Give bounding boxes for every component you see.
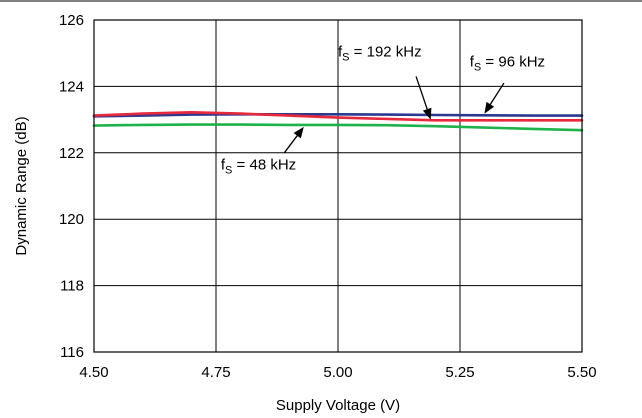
annotation-arrow-head-0 xyxy=(422,107,432,120)
plot-frame xyxy=(93,19,583,353)
x-tick-label: 5.50 xyxy=(567,364,596,381)
series-line-0 xyxy=(92,113,584,118)
annotation-arrow-shaft-2 xyxy=(283,135,298,154)
annotation-arrow-head-2 xyxy=(293,126,304,139)
y-tick-label: 120 xyxy=(59,211,84,228)
x-tick-label: 5.00 xyxy=(323,364,352,381)
y-tick-label: 124 xyxy=(59,78,84,95)
y-tick-labels: 116 118 120 122 124 126 xyxy=(59,12,84,361)
x-axis-label: Supply Voltage (V) xyxy=(276,397,400,414)
x-tick-label: 5.25 xyxy=(445,364,474,381)
x-tick-labels: 4.50 4.75 5.00 5.25 5.50 xyxy=(79,364,596,381)
y-tick-label: 116 xyxy=(60,344,84,361)
annotation-arrow-shaft-1 xyxy=(489,82,505,105)
series-lines xyxy=(92,111,584,132)
y-tick-label: 122 xyxy=(59,145,84,162)
y-axis-label: Dynamic Range (dB) xyxy=(13,116,30,255)
annotations: fS = 192 kHz fS = 96 kHz fS = 48 kHz xyxy=(221,44,545,177)
x-tick-label: 4.50 xyxy=(79,364,108,381)
x-tick-label: 4.75 xyxy=(201,364,230,381)
series-line-2 xyxy=(92,123,584,132)
y-tick-label: 126 xyxy=(59,12,84,29)
annotation-arrow-shaft-0 xyxy=(415,76,428,110)
series-line-1 xyxy=(92,111,584,122)
series-label-0: fS = 96 kHz xyxy=(470,53,545,73)
y-tick-label: 118 xyxy=(60,278,84,295)
series-label-2: fS = 48 kHz xyxy=(221,156,296,176)
series-label-1: fS = 192 kHz xyxy=(338,44,422,64)
annotation-arrow-head-1 xyxy=(484,101,495,114)
